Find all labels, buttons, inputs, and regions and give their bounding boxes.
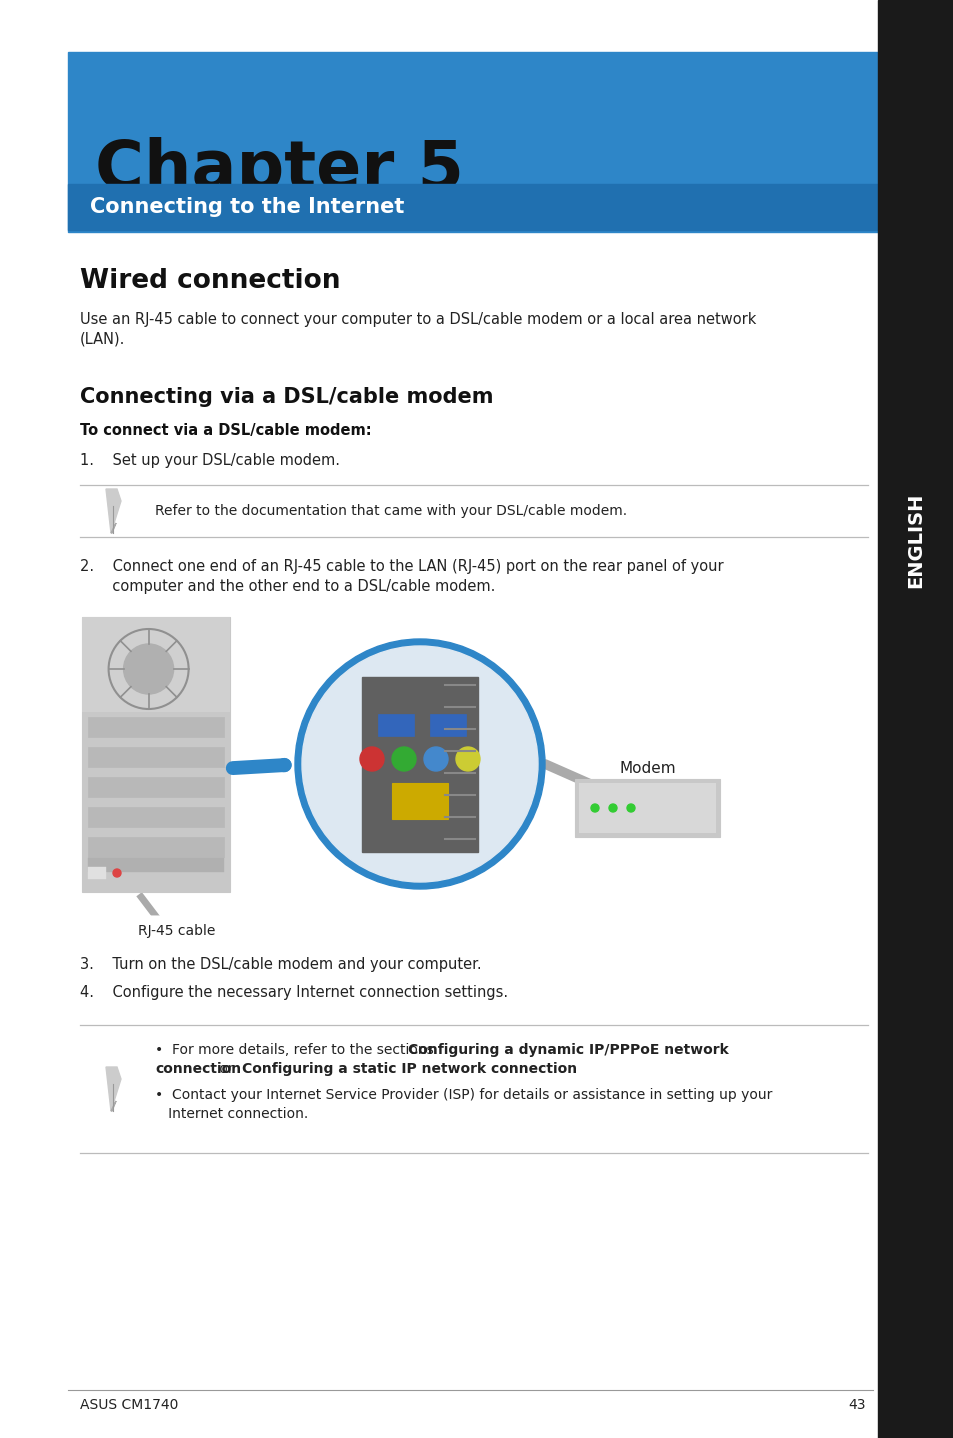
Bar	[361, 677, 477, 851]
Bar	[68, 52, 877, 232]
Polygon shape	[106, 1067, 121, 1112]
Text: 1.    Set up your DSL/cable modem.: 1. Set up your DSL/cable modem.	[80, 453, 339, 467]
Text: •  For more details, refer to the sections: • For more details, refer to the section…	[154, 1043, 437, 1057]
Text: ASUS CM1740: ASUS CM1740	[80, 1398, 178, 1412]
Text: •  Contact your Internet Service Provider (ISP) for details or assistance in set: • Contact your Internet Service Provider…	[154, 1089, 772, 1102]
Text: Chapter 5: Chapter 5	[95, 137, 463, 203]
Text: Wired connection: Wired connection	[80, 267, 340, 293]
FancyBboxPatch shape	[109, 916, 245, 946]
Text: Modem: Modem	[618, 761, 675, 777]
Bar	[377, 715, 414, 736]
Circle shape	[608, 804, 617, 812]
Text: Connecting via a DSL/cable modem: Connecting via a DSL/cable modem	[80, 387, 493, 407]
Text: Configuring a static IP network connection: Configuring a static IP network connecti…	[242, 1063, 577, 1076]
Text: (LAN).: (LAN).	[80, 332, 125, 347]
Text: Internet connection.: Internet connection.	[154, 1107, 308, 1122]
Bar	[88, 858, 224, 871]
Circle shape	[359, 746, 384, 771]
Text: Configuring a dynamic IP/PPPoE network: Configuring a dynamic IP/PPPoE network	[408, 1043, 728, 1057]
Text: or: or	[214, 1063, 237, 1076]
Bar	[392, 784, 448, 820]
Text: 43: 43	[847, 1398, 865, 1412]
Circle shape	[456, 746, 479, 771]
Text: Refer to the documentation that came with your DSL/cable modem.: Refer to the documentation that came wit…	[154, 503, 626, 518]
Circle shape	[294, 638, 544, 889]
Bar	[82, 617, 230, 712]
Text: Use an RJ-45 cable to connect your computer to a DSL/cable modem or a local area: Use an RJ-45 cable to connect your compu…	[80, 312, 756, 326]
Circle shape	[392, 746, 416, 771]
Circle shape	[302, 646, 537, 881]
Polygon shape	[106, 489, 121, 533]
Text: .: .	[559, 1063, 564, 1076]
Bar	[88, 837, 224, 857]
Polygon shape	[111, 1102, 116, 1112]
Text: 2.    Connect one end of an RJ-45 cable to the LAN (RJ-45) port on the rear pane: 2. Connect one end of an RJ-45 cable to …	[80, 559, 723, 574]
Text: Connecting to the Internet: Connecting to the Internet	[90, 197, 404, 217]
Bar	[575, 779, 720, 837]
Circle shape	[590, 804, 598, 812]
Circle shape	[124, 644, 173, 695]
Bar	[88, 867, 106, 879]
Bar	[88, 718, 224, 738]
Bar	[88, 746, 224, 766]
Bar	[68, 184, 877, 230]
Bar	[82, 617, 230, 892]
Bar	[578, 784, 716, 833]
Bar	[88, 807, 224, 827]
Text: connection: connection	[154, 1063, 241, 1076]
Text: RJ-45 cable: RJ-45 cable	[138, 925, 215, 938]
Bar	[430, 715, 465, 736]
Bar	[88, 777, 224, 797]
Text: To connect via a DSL/cable modem:: To connect via a DSL/cable modem:	[80, 423, 372, 439]
Bar	[877, 0, 953, 1438]
Polygon shape	[111, 523, 116, 533]
Circle shape	[626, 804, 635, 812]
Text: 4.    Configure the necessary Internet connection settings.: 4. Configure the necessary Internet conn…	[80, 985, 508, 999]
Text: ENGLISH: ENGLISH	[905, 492, 924, 588]
Text: computer and the other end to a DSL/cable modem.: computer and the other end to a DSL/cabl…	[80, 580, 495, 594]
Circle shape	[423, 746, 448, 771]
Text: 3.    Turn on the DSL/cable modem and your computer.: 3. Turn on the DSL/cable modem and your …	[80, 958, 481, 972]
Circle shape	[112, 869, 121, 877]
